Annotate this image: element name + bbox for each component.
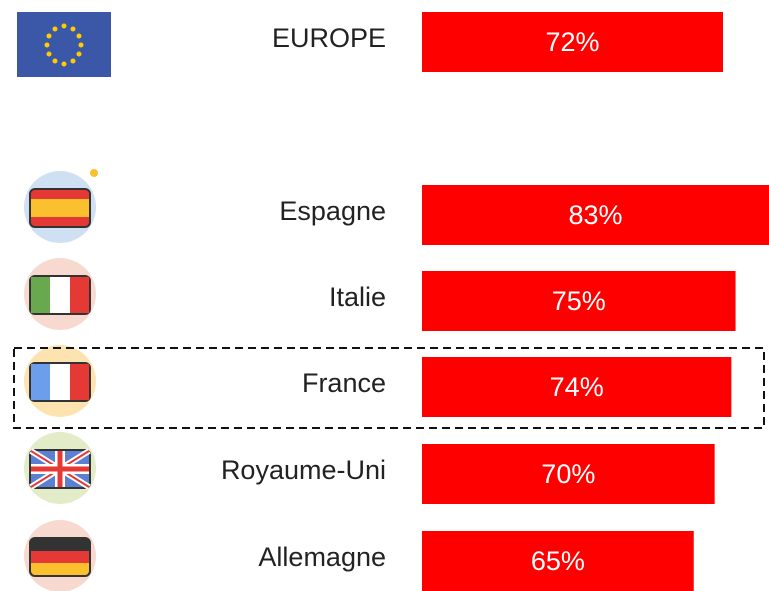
category-label: EUROPE — [272, 23, 386, 53]
category-label: Espagne — [279, 196, 386, 226]
bar — [422, 444, 715, 504]
germany-icon — [24, 520, 96, 591]
value-label: 75% — [552, 286, 606, 316]
italy-icon — [24, 258, 96, 330]
bar — [422, 531, 694, 591]
spain-icon — [24, 169, 98, 243]
value-label: 72% — [545, 27, 599, 57]
bar — [422, 185, 769, 245]
bar — [422, 12, 724, 72]
value-label: 83% — [568, 200, 622, 230]
bar — [422, 357, 732, 417]
highlight-box — [13, 347, 765, 429]
value-label: 70% — [541, 459, 595, 489]
category-label: Royaume-Uni — [221, 455, 386, 485]
value-label: 65% — [531, 546, 585, 576]
france-icon — [24, 345, 96, 417]
category-label: Italie — [329, 282, 386, 312]
category-label: Allemagne — [258, 542, 386, 572]
eu-stars — [44, 23, 84, 67]
eu-flag — [17, 12, 111, 77]
flag-icons — [17, 12, 111, 591]
bar — [422, 271, 736, 331]
category-label: France — [302, 368, 386, 398]
uk-icon — [24, 432, 96, 504]
value-label: 74% — [550, 372, 604, 402]
